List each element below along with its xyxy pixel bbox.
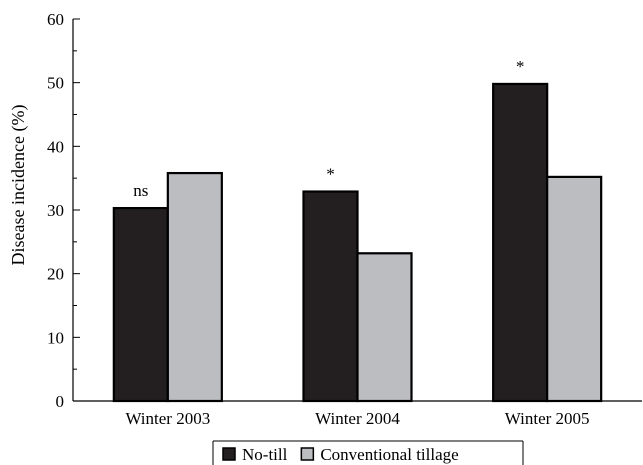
category-labels: Winter 2003 Winter 2004 Winter 2005 (125, 409, 589, 428)
legend-label: Conventional tillage (320, 445, 458, 464)
bar-no-till-1 (112, 206, 169, 403)
x-category-label: Winter 2005 (505, 409, 590, 428)
legend-swatch (222, 447, 236, 461)
bar-conventional-tillage-2 (356, 252, 413, 403)
legend-label: No-till (242, 445, 288, 464)
bar-conventional-tillage-3 (546, 175, 603, 403)
y-tick-label: 0 (56, 392, 65, 411)
significance-label: ns (133, 181, 148, 200)
legend-swatch (300, 447, 315, 461)
bar-no-till-3 (492, 82, 549, 403)
bar-no-till-2 (302, 190, 359, 403)
x-category-label: Winter 2004 (315, 409, 400, 428)
y-tick-label: 30 (47, 201, 64, 220)
significance-annotations: ns * * (133, 57, 524, 200)
significance-label: * (516, 57, 525, 76)
significance-label: * (326, 165, 335, 184)
y-tick-label: 10 (47, 328, 64, 347)
bars (112, 82, 603, 403)
bar-conventional-tillage-1 (166, 171, 223, 403)
x-category-label: Winter 2003 (125, 409, 210, 428)
y-tick-label: 40 (47, 137, 64, 156)
y-axis-ticks: 0 10 20 30 40 50 60 (47, 10, 80, 411)
y-tick-label: 60 (47, 10, 64, 29)
y-tick-label: 50 (47, 74, 64, 93)
y-tick-label: 20 (47, 265, 64, 284)
legend: No-till Conventional tillage (212, 440, 524, 465)
y-axis-label: Disease incidence (%) (8, 105, 29, 266)
